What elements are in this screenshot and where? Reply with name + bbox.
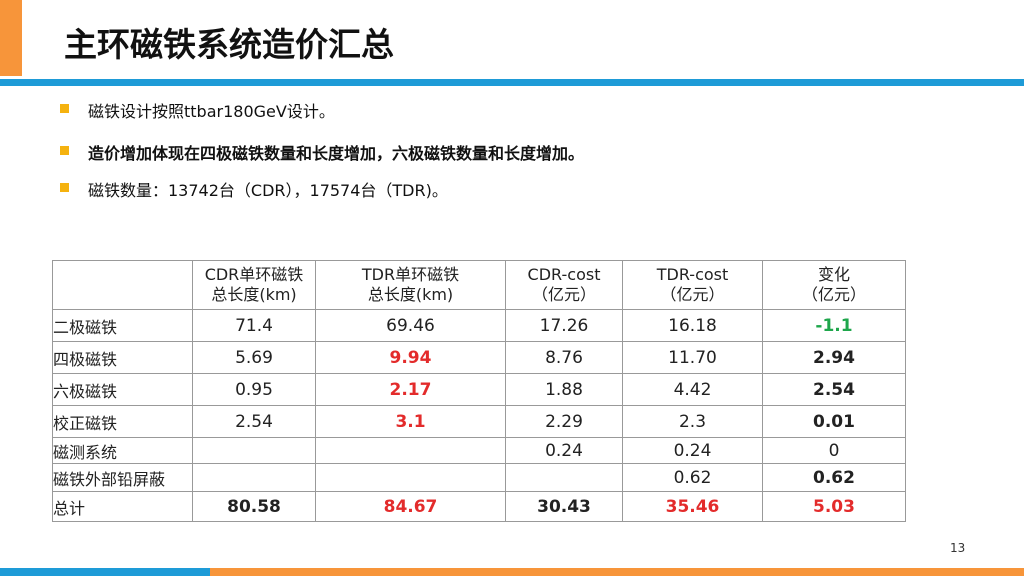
footer-bar bbox=[210, 568, 1024, 576]
header-cell: TDR单环磁铁 总长度(km) bbox=[315, 260, 506, 310]
table-cell: 0.24 bbox=[505, 437, 623, 464]
table-cell: 2.3 bbox=[622, 405, 763, 438]
empty-cell bbox=[315, 437, 506, 464]
accent-bar bbox=[0, 0, 22, 76]
table-cell: 0.01 bbox=[762, 405, 906, 438]
table-row: 四极磁铁 5.69 9.94 8.76 11.70 2.94 bbox=[52, 341, 906, 374]
bullet: 造价增加体现在四极磁铁数量和长度增加，六极磁铁数量和长度增加。 bbox=[60, 140, 584, 164]
header-line: 总长度(km) bbox=[367, 285, 454, 304]
empty-cell bbox=[192, 463, 316, 492]
table-cell: 0.95 bbox=[192, 373, 316, 406]
page-number: 13 bbox=[950, 541, 966, 555]
table-row: 磁测系统 0.24 0.24 0 bbox=[52, 437, 906, 464]
bullet-text: 磁铁设计按照ttbar180GeV设计。 bbox=[88, 102, 335, 121]
table-cell: 0.62 bbox=[762, 463, 906, 492]
table-cell: 69.46 bbox=[315, 309, 506, 342]
table-cell: 11.70 bbox=[622, 341, 763, 374]
header-line: CDR单环磁铁 bbox=[204, 265, 304, 284]
header-line: 变化 bbox=[817, 265, 850, 284]
table-cell: 35.46 bbox=[622, 491, 763, 522]
header-cell bbox=[52, 260, 193, 310]
table-cell: 2.29 bbox=[505, 405, 623, 438]
header-line: TDR-cost bbox=[656, 265, 729, 284]
footer-bar bbox=[0, 568, 210, 576]
table-cell: 84.67 bbox=[315, 491, 506, 522]
table-row: 磁铁外部铅屏蔽 0.62 0.62 bbox=[52, 463, 906, 492]
table-row: 总计 80.58 84.67 30.43 35.46 5.03 bbox=[52, 491, 906, 522]
row-label: 磁铁外部铅屏蔽 bbox=[52, 463, 193, 492]
table-cell: 17.26 bbox=[505, 309, 623, 342]
header-cell: CDR单环磁铁 总长度(km) bbox=[192, 260, 316, 310]
table-cell: 0.24 bbox=[622, 437, 763, 464]
header-row: CDR单环磁铁 总长度(km) TDR单环磁铁 总长度(km) CDR-cost （亿元）… bbox=[52, 260, 906, 310]
bullet: 磁铁数量：13742台（CDR），17574台（TDR)。 bbox=[60, 177, 448, 201]
table-cell: 2.54 bbox=[762, 373, 906, 406]
cost-table: CDR单环磁铁 总长度(km) TDR单环磁铁 总长度(km) CDR-cost （亿元）… bbox=[52, 260, 906, 522]
header-cell: CDR-cost （亿元） bbox=[505, 260, 623, 310]
table-row: 二极磁铁 71.4 69.46 17.26 16.18 -1.1 bbox=[52, 309, 906, 342]
row-label: 六极磁铁 bbox=[52, 373, 193, 406]
row-label: 二极磁铁 bbox=[52, 309, 193, 342]
table-cell: 0.62 bbox=[622, 463, 763, 492]
empty-cell bbox=[505, 463, 623, 492]
header-line: CDR-cost bbox=[527, 265, 601, 284]
row-label: 总计 bbox=[52, 491, 193, 522]
table-cell: 3.1 bbox=[315, 405, 506, 438]
row-label: 磁测系统 bbox=[52, 437, 193, 464]
table-cell: 0 bbox=[762, 437, 906, 464]
table-cell: 30.43 bbox=[505, 491, 623, 522]
table-cell: 2.54 bbox=[192, 405, 316, 438]
table-cell: 4.42 bbox=[622, 373, 763, 406]
table-cell: 71.4 bbox=[192, 309, 316, 342]
title-rule bbox=[0, 79, 1024, 86]
header-line: TDR单环磁铁 bbox=[361, 265, 460, 284]
header-line: （亿元） bbox=[660, 285, 725, 304]
bullet-text: 磁铁数量：13742台（CDR），17574台（TDR)。 bbox=[88, 181, 448, 200]
table-cell: 5.03 bbox=[762, 491, 906, 522]
header-line: （亿元） bbox=[531, 285, 596, 304]
table-cell: 5.69 bbox=[192, 341, 316, 374]
header-cell: 变化 （亿元） bbox=[762, 260, 906, 310]
table-cell: 2.17 bbox=[315, 373, 506, 406]
empty-cell bbox=[192, 437, 316, 464]
table-cell: 8.76 bbox=[505, 341, 623, 374]
table-cell: 2.94 bbox=[762, 341, 906, 374]
row-label: 四极磁铁 bbox=[52, 341, 193, 374]
empty-cell bbox=[315, 463, 506, 492]
table-cell: 80.58 bbox=[192, 491, 316, 522]
bullet-text: 造价增加体现在四极磁铁数量和长度增加，六极磁铁数量和长度增加。 bbox=[88, 144, 585, 163]
header-cell: TDR-cost （亿元） bbox=[622, 260, 763, 310]
table-cell: -1.1 bbox=[762, 309, 906, 342]
bullet: 磁铁设计按照ttbar180GeV设计。 bbox=[60, 98, 335, 122]
header-line: （亿元） bbox=[801, 285, 866, 304]
row-label: 校正磁铁 bbox=[52, 405, 193, 438]
slide-title: 主环磁铁系统造价汇总 bbox=[64, 25, 394, 64]
table-cell: 16.18 bbox=[622, 309, 763, 342]
table-row: 校正磁铁 2.54 3.1 2.29 2.3 0.01 bbox=[52, 405, 906, 438]
table-cell: 1.88 bbox=[505, 373, 623, 406]
header-line: 总长度(km) bbox=[211, 285, 297, 304]
table-row: 六极磁铁 0.95 2.17 1.88 4.42 2.54 bbox=[52, 373, 906, 406]
table-cell: 9.94 bbox=[315, 341, 506, 374]
